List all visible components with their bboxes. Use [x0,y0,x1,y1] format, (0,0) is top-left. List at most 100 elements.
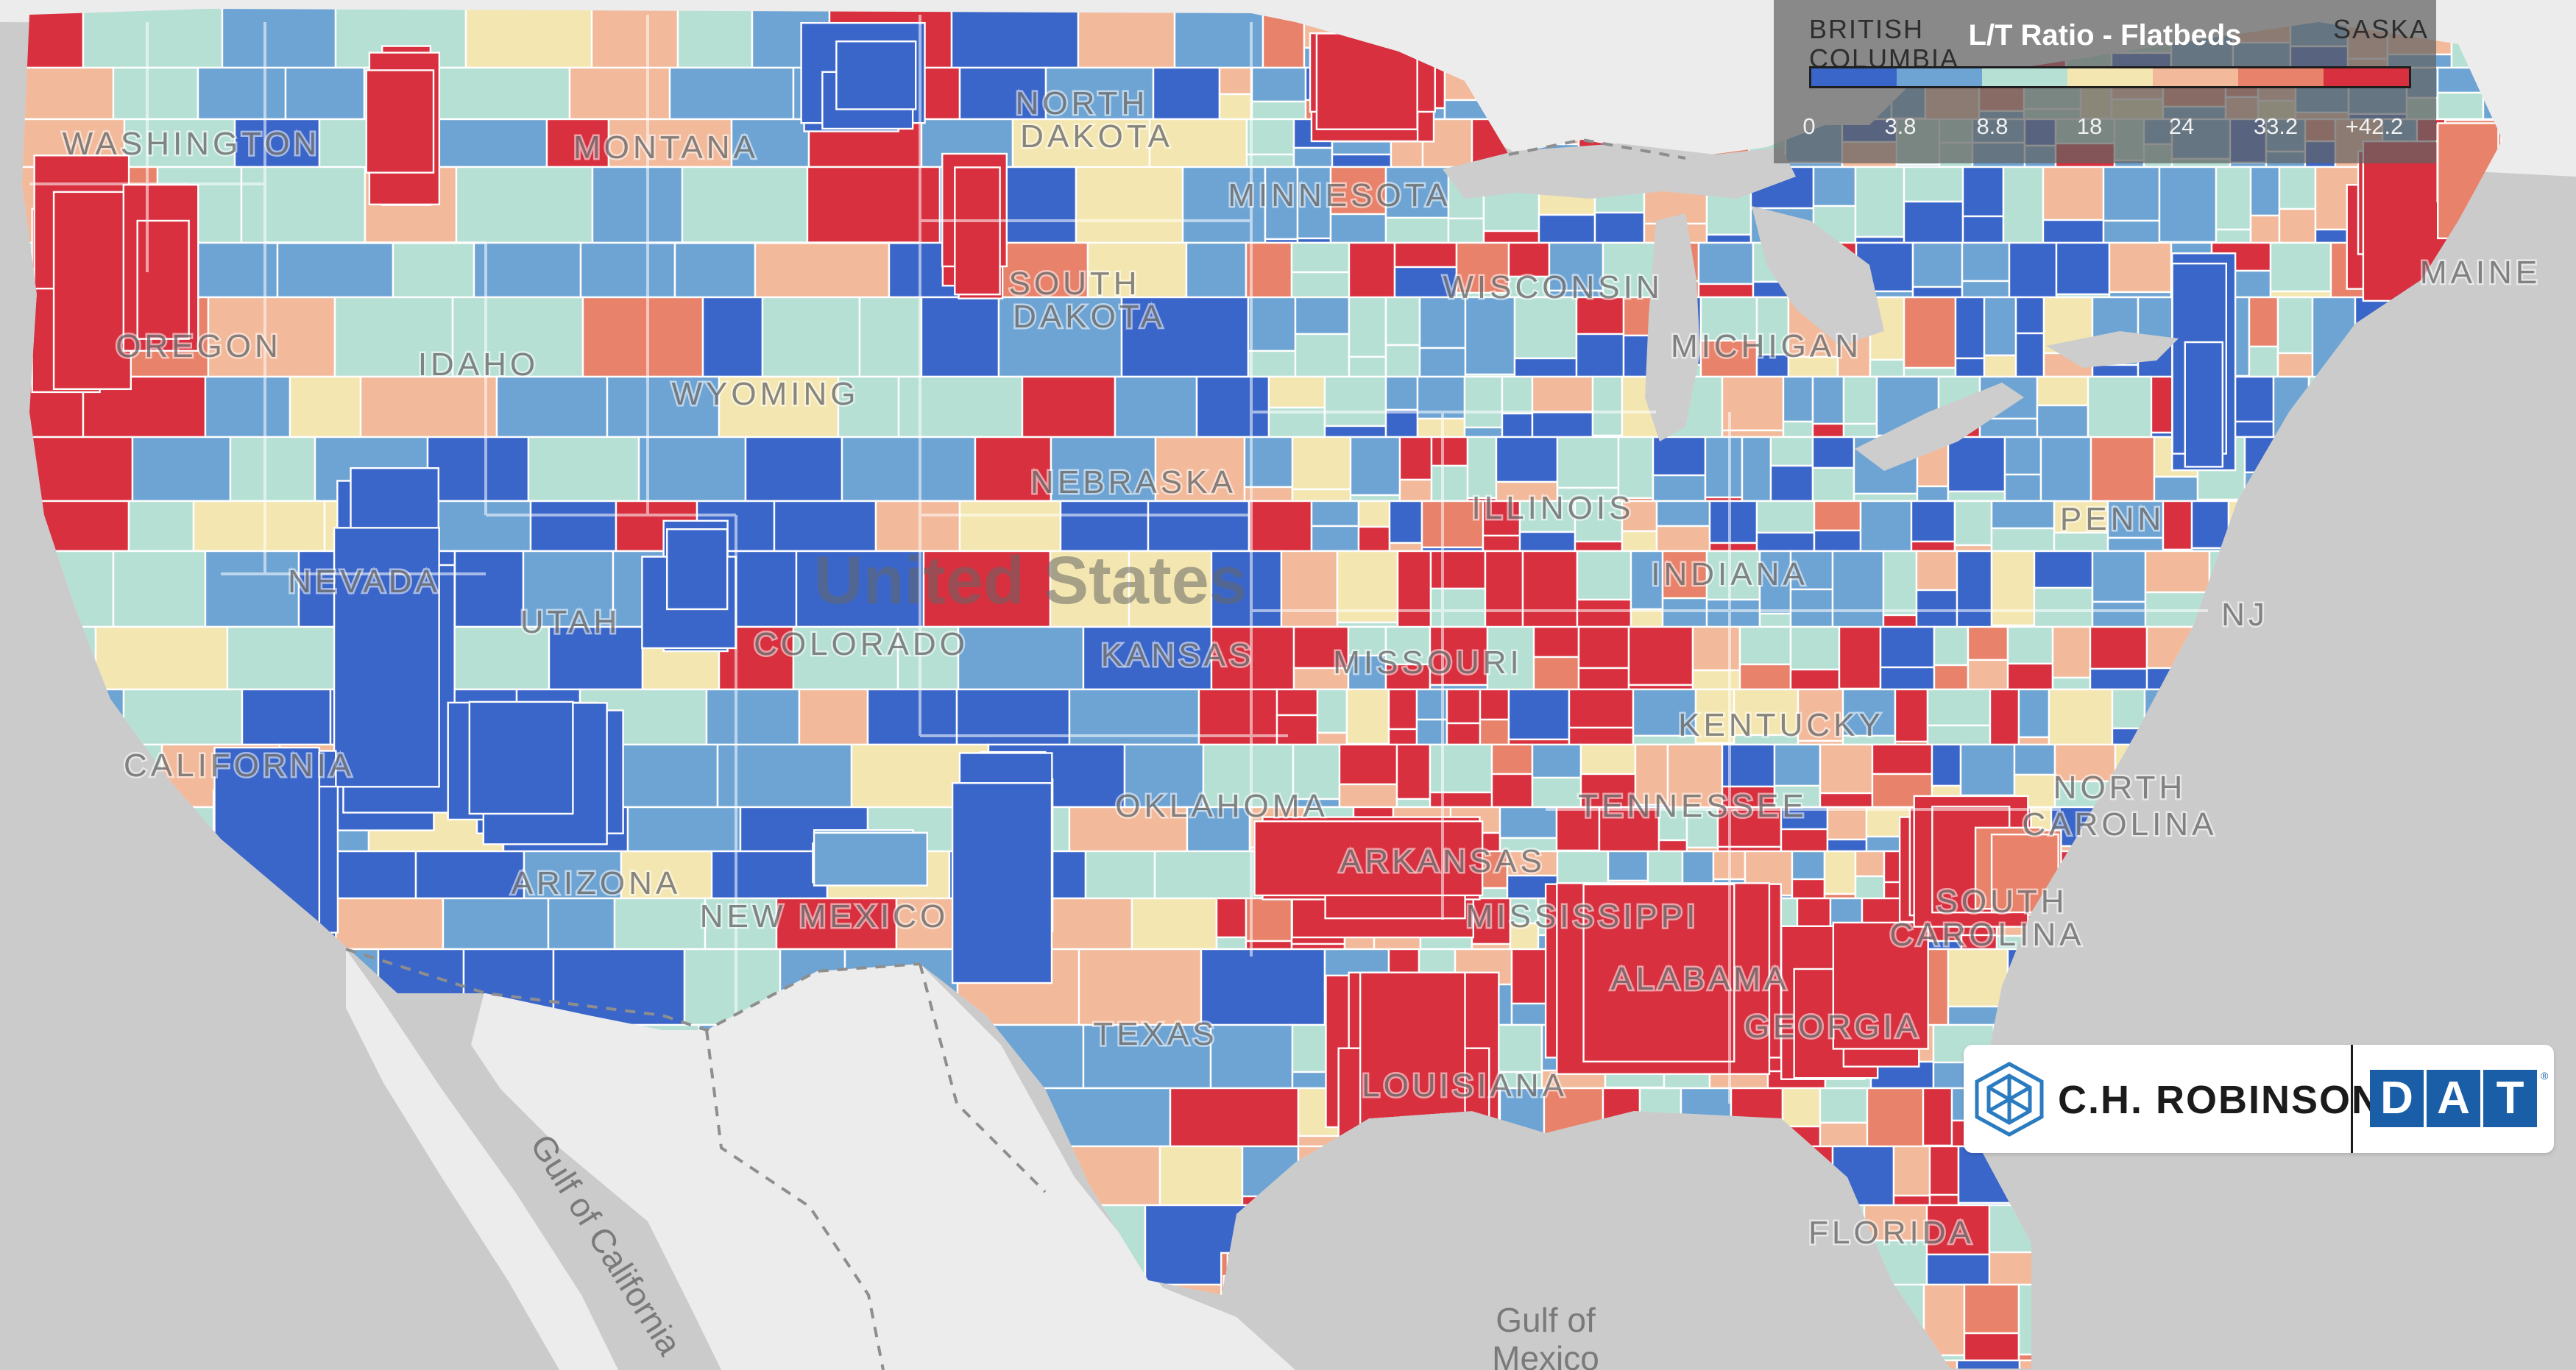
market-area[interactable] [2017,688,2050,739]
market-area[interactable] [1989,688,2020,746]
market-area[interactable] [552,948,686,1026]
market-area[interactable] [1082,625,1213,691]
market-area[interactable] [1819,1121,1869,1148]
market-area[interactable] [754,241,891,299]
market-area[interactable] [1152,66,1221,121]
market-area[interactable] [2108,241,2173,294]
market-area[interactable] [1575,333,1625,378]
market-area[interactable] [1490,773,1534,809]
market-area[interactable] [1384,375,1419,411]
market-area[interactable] [1292,625,1350,670]
market-area[interactable] [529,500,618,553]
market-area[interactable] [1789,550,1834,591]
market-area[interactable] [1384,296,1421,347]
market-area[interactable] [1697,241,1755,285]
market-area[interactable] [1349,436,1401,497]
market-area[interactable] [1593,211,1646,244]
market-area[interactable] [1978,417,2039,439]
market-area[interactable] [1501,375,1534,415]
market-area[interactable] [1447,217,1485,244]
market-area[interactable] [775,897,898,951]
market-area-cluster[interactable] [333,527,440,788]
market-area[interactable] [1866,1087,1925,1149]
market-area[interactable] [1482,500,1521,537]
market-area[interactable] [0,66,115,121]
market-area[interactable] [1910,500,1956,543]
market-area[interactable] [1773,743,1822,787]
market-area[interactable] [2102,219,2161,244]
market-area[interactable] [229,436,316,503]
market-area[interactable] [1357,525,1391,553]
market-area[interactable] [1267,375,1326,409]
market-area[interactable] [522,550,615,628]
market-area[interactable] [1928,1193,1960,1207]
market-area[interactable] [1933,664,1970,691]
market-area[interactable] [495,375,609,439]
market-area[interactable] [1655,500,1711,528]
market-area[interactable] [2048,688,2114,746]
market-area[interactable] [581,296,704,378]
market-area[interactable] [94,625,229,691]
market-area[interactable] [1292,667,1350,691]
market-area[interactable] [1384,408,1419,439]
market-area[interactable] [527,436,640,503]
market-area[interactable] [204,550,300,628]
market-area[interactable] [207,296,336,378]
market-area[interactable] [2278,207,2317,244]
market-area[interactable] [1627,625,1694,686]
market-area[interactable] [1429,791,1493,809]
market-area[interactable] [1657,839,1688,853]
market-area[interactable] [1738,663,1792,691]
market-area[interactable] [2014,332,2045,378]
market-area[interactable] [2215,228,2252,244]
market-area[interactable] [2002,166,2045,246]
market-area[interactable] [1153,850,1272,900]
market-area[interactable] [1708,500,1758,544]
market-area[interactable] [1464,296,1516,376]
market-area[interactable] [2248,345,2279,378]
market-area[interactable] [1568,688,1635,729]
market-area[interactable] [1463,426,1504,439]
market-area[interactable] [1871,743,1933,775]
market-area[interactable] [240,166,367,244]
market-area[interactable] [1646,850,1684,888]
market-area[interactable] [568,66,671,121]
market-area[interactable] [1556,436,1620,489]
market-area[interactable] [1961,280,2011,299]
market-area[interactable] [453,550,525,628]
market-area[interactable] [841,436,977,503]
market-area[interactable] [127,500,195,553]
market-area[interactable] [1084,850,1156,900]
market-area[interactable] [1466,436,1498,500]
market-area[interactable] [1338,743,1398,786]
market-area[interactable] [2008,241,2058,299]
market-area[interactable] [2014,296,2045,335]
market-area[interactable] [2042,166,2105,221]
market-area[interactable] [1247,296,1297,352]
market-area[interactable] [1577,625,1630,670]
market-area[interactable] [1990,550,2036,627]
market-area[interactable] [1789,625,1841,671]
market-area[interactable] [2269,290,2332,299]
market-area[interactable] [1826,806,1868,841]
market-area[interactable] [1209,1023,1294,1090]
market-area[interactable] [2111,688,2146,730]
market-area[interactable] [1290,271,1351,299]
market-area[interactable] [2036,404,2090,439]
market-area[interactable] [523,850,623,900]
market-area[interactable] [1781,1087,1822,1128]
market-area[interactable] [1482,534,1521,553]
market-area[interactable] [1925,1253,1991,1286]
market-area[interactable] [795,550,925,628]
market-area[interactable] [1482,230,1540,244]
market-area[interactable] [716,743,853,809]
market-area[interactable] [1574,500,1624,543]
market-area[interactable] [1349,494,1401,503]
market-area[interactable] [1931,743,1962,787]
market-area[interactable] [0,0,85,69]
market-area[interactable] [1248,500,1313,553]
market-area[interactable] [1903,200,1964,244]
market-area[interactable] [613,897,707,951]
market-area-cluster[interactable] [951,782,1053,984]
